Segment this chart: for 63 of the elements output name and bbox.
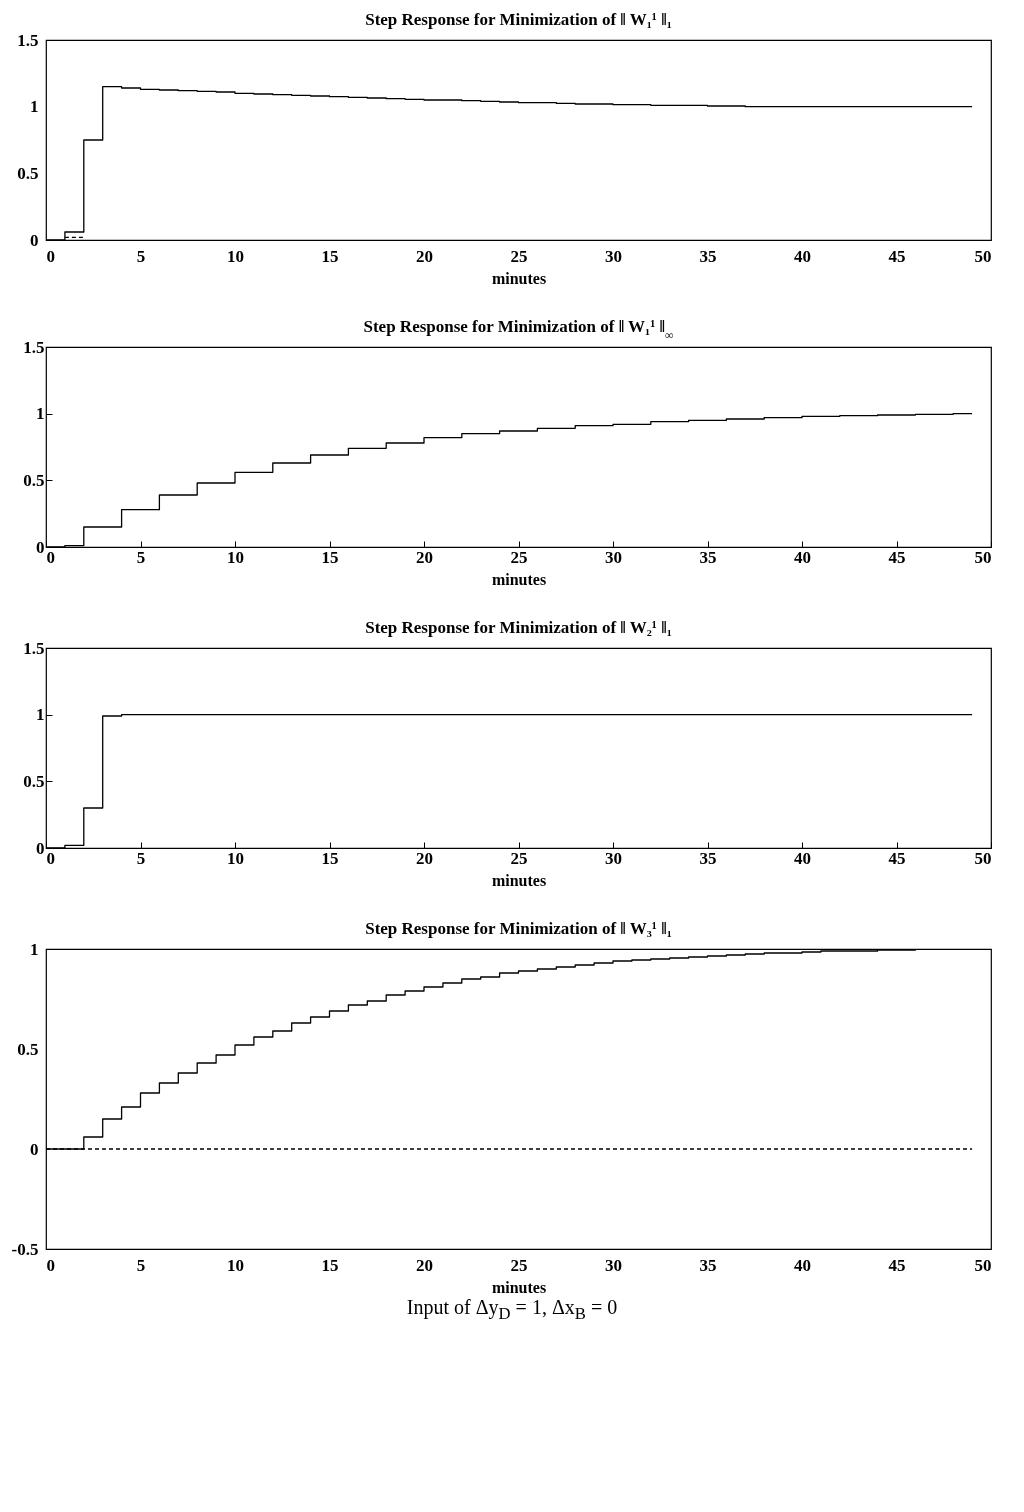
x-tick-label: 45 [888, 547, 906, 567]
x-tick-label: 50 [974, 547, 992, 567]
y-tick-label: 0 [30, 230, 39, 250]
x-axis-title: minutes [491, 269, 547, 287]
x-tick-label: 20 [416, 1255, 433, 1275]
x-tick-label: 20 [416, 848, 433, 868]
x-tick-label: 10 [227, 1255, 244, 1275]
x-tick-label: 50 [974, 246, 992, 266]
chart-title: Step Response for Minimization of ‖ W₃¹ ‖₁ [365, 919, 672, 938]
x-tick-label: 30 [605, 848, 622, 868]
x-tick-label: 5 [136, 848, 146, 868]
x-tick-label: 50 [974, 1255, 992, 1275]
x-tick-label: 35 [699, 246, 717, 266]
x-tick-label: 25 [510, 246, 528, 266]
chart-title: Step Response for Minimization of ‖ W₂¹ ‖₁ [365, 618, 672, 637]
x-axis-title: minutes [491, 570, 547, 588]
x-tick-label: 5 [136, 246, 146, 266]
x-tick-label: 5 [136, 1255, 146, 1275]
y-tick-label: 0.5 [17, 163, 39, 183]
x-tick-label: 15 [321, 246, 339, 266]
x-tick-label: 45 [888, 1255, 906, 1275]
x-tick-label: 35 [699, 547, 717, 567]
x-tick-label: 10 [227, 848, 244, 868]
y-tick-label: -0.5 [11, 1239, 39, 1259]
y-tick-label: 1 [30, 939, 39, 959]
x-tick-label: 25 [510, 848, 528, 868]
x-tick-label: 20 [416, 547, 433, 567]
y-tick-label: 1 [36, 404, 45, 424]
x-tick-label: 25 [510, 547, 528, 567]
x-tick-label: 30 [605, 547, 622, 567]
x-tick-label: 40 [794, 848, 811, 868]
x-tick-label: 40 [794, 1255, 811, 1275]
x-tick-label: 40 [794, 547, 811, 567]
y-tick-label: 1 [36, 705, 45, 725]
x-tick-label: 15 [321, 848, 339, 868]
x-tick-label: 10 [227, 246, 244, 266]
x-axis-title: minutes [491, 871, 547, 889]
y-tick-label: 0 [30, 1139, 39, 1159]
x-tick-label: 5 [136, 547, 146, 567]
x-tick-label: 15 [321, 547, 339, 567]
y-tick-label: 1.5 [17, 30, 39, 50]
chart-title: Step Response for Minimization of ‖ W₁¹ ‖$_{∞}$ [363, 317, 674, 342]
x-tick-label: 40 [794, 246, 811, 266]
x-tick-label: 45 [888, 848, 906, 868]
y-tick-label: 0.5 [17, 1039, 39, 1059]
text: Input of Δy$_{D}$ = 1, Δx$_{B}$ = 0 [405, 1296, 619, 1324]
x-tick-label: 25 [510, 1255, 528, 1275]
y-tick-label: 0.5 [23, 470, 45, 490]
y-tick-label: 1.5 [23, 638, 45, 658]
x-tick-label: 15 [321, 1255, 339, 1275]
y-tick-label: 0.5 [23, 771, 45, 791]
chart-title: Step Response for Minimization of ‖ W₁¹ ‖₁ [365, 10, 672, 29]
x-tick-label: 50 [974, 848, 992, 868]
y-tick-label: 1.5 [23, 337, 45, 357]
x-axis-title: minutes [491, 1278, 547, 1296]
x-tick-label: 20 [416, 246, 433, 266]
x-tick-label: 30 [605, 1255, 622, 1275]
x-tick-label: 35 [699, 1255, 717, 1275]
x-tick-label: 30 [605, 246, 622, 266]
x-tick-label: 35 [699, 848, 717, 868]
x-tick-label: 45 [888, 246, 906, 266]
x-tick-label: 10 [227, 547, 244, 567]
y-tick-label: 1 [30, 97, 39, 117]
